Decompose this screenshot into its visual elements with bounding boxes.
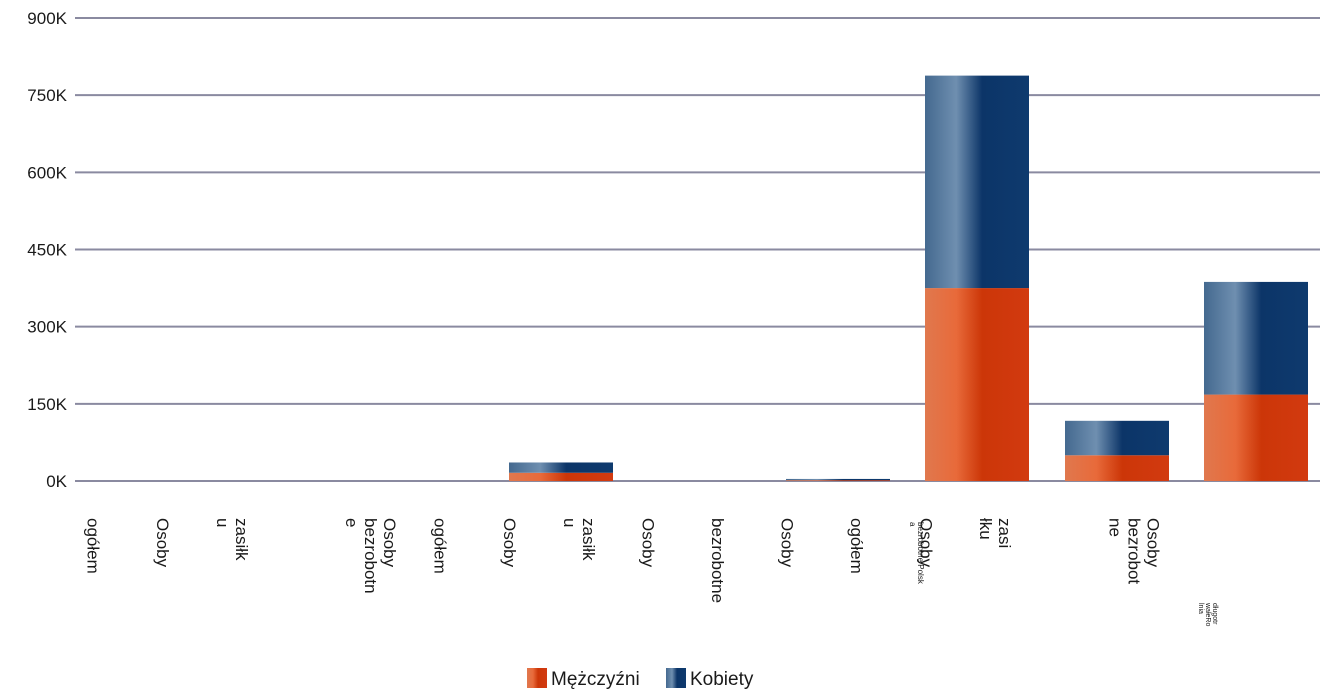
category-small-label-11-line-0: bezrobotne Polsk (916, 522, 925, 585)
category-label-5-line-0: ogółem (431, 518, 450, 574)
legend-swatch-men (527, 668, 547, 688)
category-label-4-line-0: Osoby (380, 518, 399, 568)
legend-label-women: Kobiety (690, 669, 754, 690)
category-label-13-line-0: zasi (995, 518, 1014, 548)
bar-women-0 (509, 462, 613, 473)
gridlines (75, 17, 1320, 482)
bar-men-1 (786, 480, 890, 481)
bar-men-2 (925, 288, 1029, 481)
bar-women-1 (786, 478, 890, 481)
category-label-4-line-1: bezrobotn (361, 518, 380, 594)
category-label-9-line-0: bezrobotne (708, 518, 727, 603)
category-label-15-line-1: bezrobot (1125, 518, 1144, 584)
legend-swatch-women (666, 668, 686, 688)
y-axis-ticks: 0K 150K 300K 450K 600K 750K 900K (27, 9, 67, 491)
category-label-7-line-1: u (560, 518, 579, 527)
category-label-1-line-0: Osoby (153, 518, 172, 568)
category-label-2-line-1: u (213, 518, 232, 527)
category-label-2-line-0: zasiłk (232, 518, 251, 561)
bar-women-4 (1204, 281, 1308, 395)
bar-women-2 (925, 75, 1029, 289)
category-small-label-11-line-1: a (908, 522, 917, 527)
bar-men-0 (509, 472, 613, 481)
category-label-10-line-0: Osoby (778, 518, 797, 568)
category-label-6-line-0: Osoby (500, 518, 519, 568)
category-label-12-line-0: Osoby (916, 518, 935, 568)
y-tick-label-3: 450K (27, 241, 67, 260)
y-tick-label-0: 0K (46, 472, 67, 491)
category-label-8-line-0: Osoby (639, 518, 658, 568)
bar-men-3 (1065, 455, 1169, 481)
category-label-7-line-0: zasiłk (579, 518, 598, 561)
y-tick-label-1: 150K (27, 395, 67, 414)
category-label-11-line-0: ogółem (847, 518, 866, 574)
category-small-label-15-line-0: długotr (1211, 603, 1218, 625)
category-small-label-15-line-1: wałeRo (1204, 602, 1211, 626)
legend: Mężczyźni Kobiety (527, 668, 754, 690)
bar-men-4 (1204, 394, 1308, 481)
legend-label-men: Mężczyźni (551, 669, 640, 690)
category-small-label-15-line-2: lnia (1197, 603, 1204, 614)
category-label-15-line-0: Osoby (1144, 518, 1163, 568)
category-label-4-line-2: e (342, 518, 361, 527)
y-tick-label-4: 600K (27, 163, 67, 182)
y-tick-label-5: 750K (27, 86, 67, 105)
category-label-13-line-1: łku (976, 518, 995, 540)
y-tick-label-6: 900K (27, 9, 67, 28)
bar-women-3 (1065, 420, 1169, 456)
y-tick-label-2: 300K (27, 318, 67, 337)
category-label-0-line-0: ogółem (84, 518, 103, 574)
bars (509, 75, 1308, 481)
category-label-15-line-2: ne (1106, 518, 1125, 537)
